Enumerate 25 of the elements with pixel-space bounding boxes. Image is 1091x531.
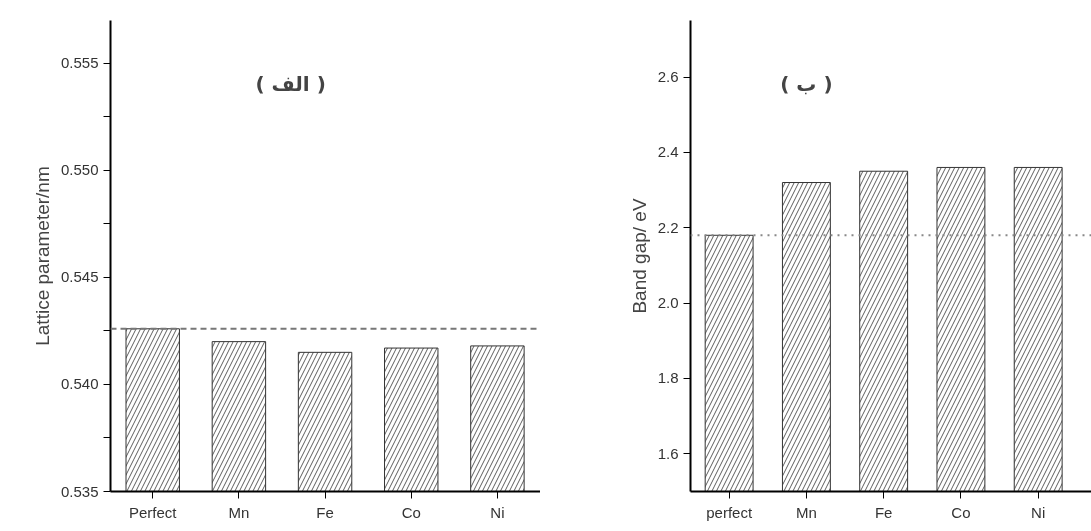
text: ( الف ) bbox=[255, 71, 326, 96]
y-tick-label: 2.2 bbox=[657, 218, 679, 236]
y-tick-label: 2.4 bbox=[657, 143, 679, 161]
y-tick-label: 0.535 bbox=[60, 482, 99, 500]
y-tick-label: 1.6 bbox=[657, 444, 679, 462]
y-tick-label: 2.6 bbox=[657, 68, 679, 86]
x-tick-label: Co bbox=[401, 503, 421, 521]
text: ( ب ) bbox=[780, 71, 833, 96]
y-tick-label: 2.0 bbox=[657, 294, 679, 312]
x-tick-label: perfect bbox=[706, 503, 753, 521]
x-tick-label: Fe bbox=[874, 503, 893, 521]
x-tick-label: Ni bbox=[1031, 503, 1046, 521]
y-tick-label: 0.550 bbox=[60, 161, 99, 179]
x-tick-label: Mn bbox=[228, 503, 250, 521]
x-tick-label: Co bbox=[951, 503, 971, 521]
y-tick-label: 0.555 bbox=[60, 54, 99, 72]
x-tick-label: Mn bbox=[795, 503, 817, 521]
x-tick-label: Ni bbox=[490, 503, 505, 521]
y-axis-title: Band gap/ eV bbox=[628, 198, 650, 314]
x-tick-label: Fe bbox=[316, 503, 334, 521]
x-tick-label: Perfect bbox=[128, 503, 178, 521]
y-axis-title: Lattice parameter/nm bbox=[31, 166, 53, 346]
y-tick-label: 0.545 bbox=[60, 268, 99, 286]
y-tick-label: 0.540 bbox=[60, 375, 99, 393]
y-tick-label: 1.8 bbox=[657, 369, 679, 387]
